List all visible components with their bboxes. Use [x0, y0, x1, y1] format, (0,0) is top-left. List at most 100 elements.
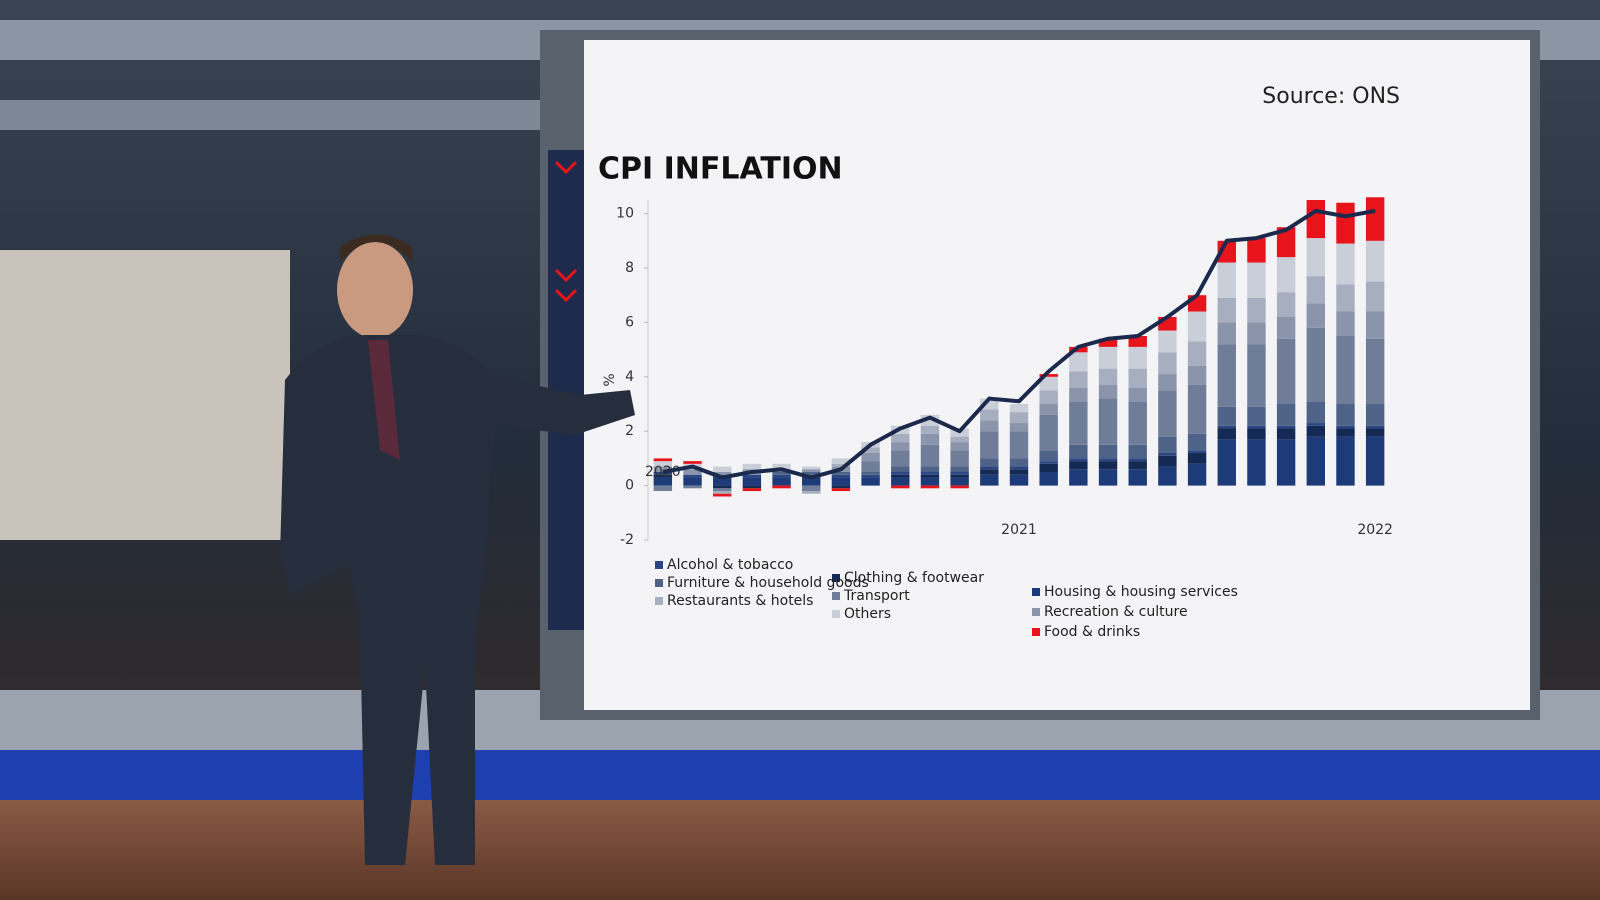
bar-segment [1336, 243, 1355, 285]
bar-segment [861, 447, 880, 453]
bar-segment [1276, 425, 1296, 429]
bar-segment [1009, 458, 1029, 467]
legend-swatch [1032, 608, 1040, 616]
legend-swatch [832, 574, 840, 582]
cpi-line [662, 208, 1376, 480]
bar-segment [1187, 463, 1207, 486]
bar-segment [920, 472, 940, 475]
bar-segment [802, 491, 821, 494]
bar-segment [861, 461, 880, 472]
bar-segment [831, 472, 851, 475]
bar-segment [802, 466, 821, 470]
bar-segment [1187, 341, 1207, 366]
bar-segment [950, 485, 969, 489]
bar-segment [1098, 346, 1118, 369]
bar-segment [1069, 371, 1088, 388]
bar-segment [920, 444, 940, 467]
bar-segment [891, 450, 910, 467]
bar-segment [891, 442, 910, 451]
bar-segment [1276, 428, 1296, 440]
bar-segment [1098, 398, 1118, 445]
bar-segment [950, 472, 969, 475]
bar-segment [1128, 387, 1147, 402]
legend-swatch [655, 579, 663, 587]
bar-segment [1128, 458, 1147, 462]
bar-segment [980, 398, 999, 410]
bar-segment [891, 472, 910, 475]
bar-segment [772, 477, 791, 486]
bar-segment [1217, 262, 1236, 298]
bar-segment [831, 477, 851, 486]
bar-segment [950, 477, 969, 486]
bar-segment [742, 485, 762, 489]
bar-segment [920, 477, 940, 486]
bar-segment [1187, 365, 1207, 385]
legend-label: Alcohol & tobacco [667, 557, 793, 573]
bar-segment [1306, 276, 1326, 304]
bar-segment [1039, 414, 1058, 451]
y-tick-label: 2 [625, 423, 634, 439]
bar-segment [742, 474, 762, 478]
bar-segment [1247, 238, 1266, 263]
bar-segment [1098, 461, 1118, 470]
bar-segment [1306, 200, 1326, 239]
bar-segment [1158, 466, 1177, 486]
bar-segment [980, 474, 999, 486]
bar-segment [1187, 433, 1207, 451]
bar-segment [1247, 262, 1266, 298]
bar-segment [1187, 311, 1207, 342]
bar-segment [1306, 423, 1326, 426]
bar-segment [1158, 374, 1177, 391]
bar-segment [712, 491, 732, 494]
bar-segment [653, 472, 673, 475]
legend-swatch [655, 561, 663, 569]
bar-segment [1098, 368, 1118, 385]
bar-segment [1276, 316, 1296, 339]
bar-segment [1247, 344, 1266, 407]
bar-segment [1009, 412, 1029, 424]
bar-segment [653, 485, 673, 492]
bar-segment [683, 474, 702, 478]
bar-segment [950, 442, 969, 451]
bar-segment [1069, 469, 1088, 486]
bar-segment [1039, 390, 1058, 404]
presenter [280, 234, 635, 865]
bar-segment [742, 477, 762, 486]
y-tick-label: 4 [625, 369, 634, 385]
bar-segment [831, 474, 851, 478]
bar-segment [1365, 436, 1385, 486]
bar-segment [1306, 401, 1326, 424]
bar-segment [772, 474, 791, 478]
bar-segment [1158, 352, 1177, 375]
bar-segment [1306, 303, 1326, 328]
bar-segment [1276, 338, 1296, 404]
bar-segment [1217, 439, 1236, 486]
y-tick-label: 6 [625, 314, 634, 330]
bar-segment [1336, 284, 1355, 312]
bar-segment [980, 431, 999, 459]
legend-label: Restaurants & hotels [667, 593, 813, 609]
y-tick-label: 10 [616, 206, 634, 222]
legend-label: Furniture & household goods [667, 575, 869, 591]
bar-segment [861, 452, 880, 462]
bar-segment [802, 472, 821, 475]
bar-segment [1128, 444, 1147, 459]
bar-segment [802, 469, 821, 472]
bar-segment [920, 425, 940, 434]
legend-swatch [1032, 628, 1040, 636]
bar-segment [683, 477, 702, 486]
bar-segment [920, 474, 940, 478]
bar-segment [861, 474, 880, 478]
legend-swatch [655, 597, 663, 605]
bar-segment [1069, 401, 1088, 445]
bar-segment [980, 409, 999, 421]
bar-segment [1069, 346, 1088, 353]
legend: Housing & housing services Clothing & foo… [655, 557, 1238, 640]
bar-segment [920, 433, 940, 445]
bar-segment [1187, 452, 1207, 464]
bar-segment [772, 485, 791, 489]
bar-segment [1187, 450, 1207, 453]
bar-segment [1365, 281, 1385, 312]
bar-segment [742, 488, 762, 492]
